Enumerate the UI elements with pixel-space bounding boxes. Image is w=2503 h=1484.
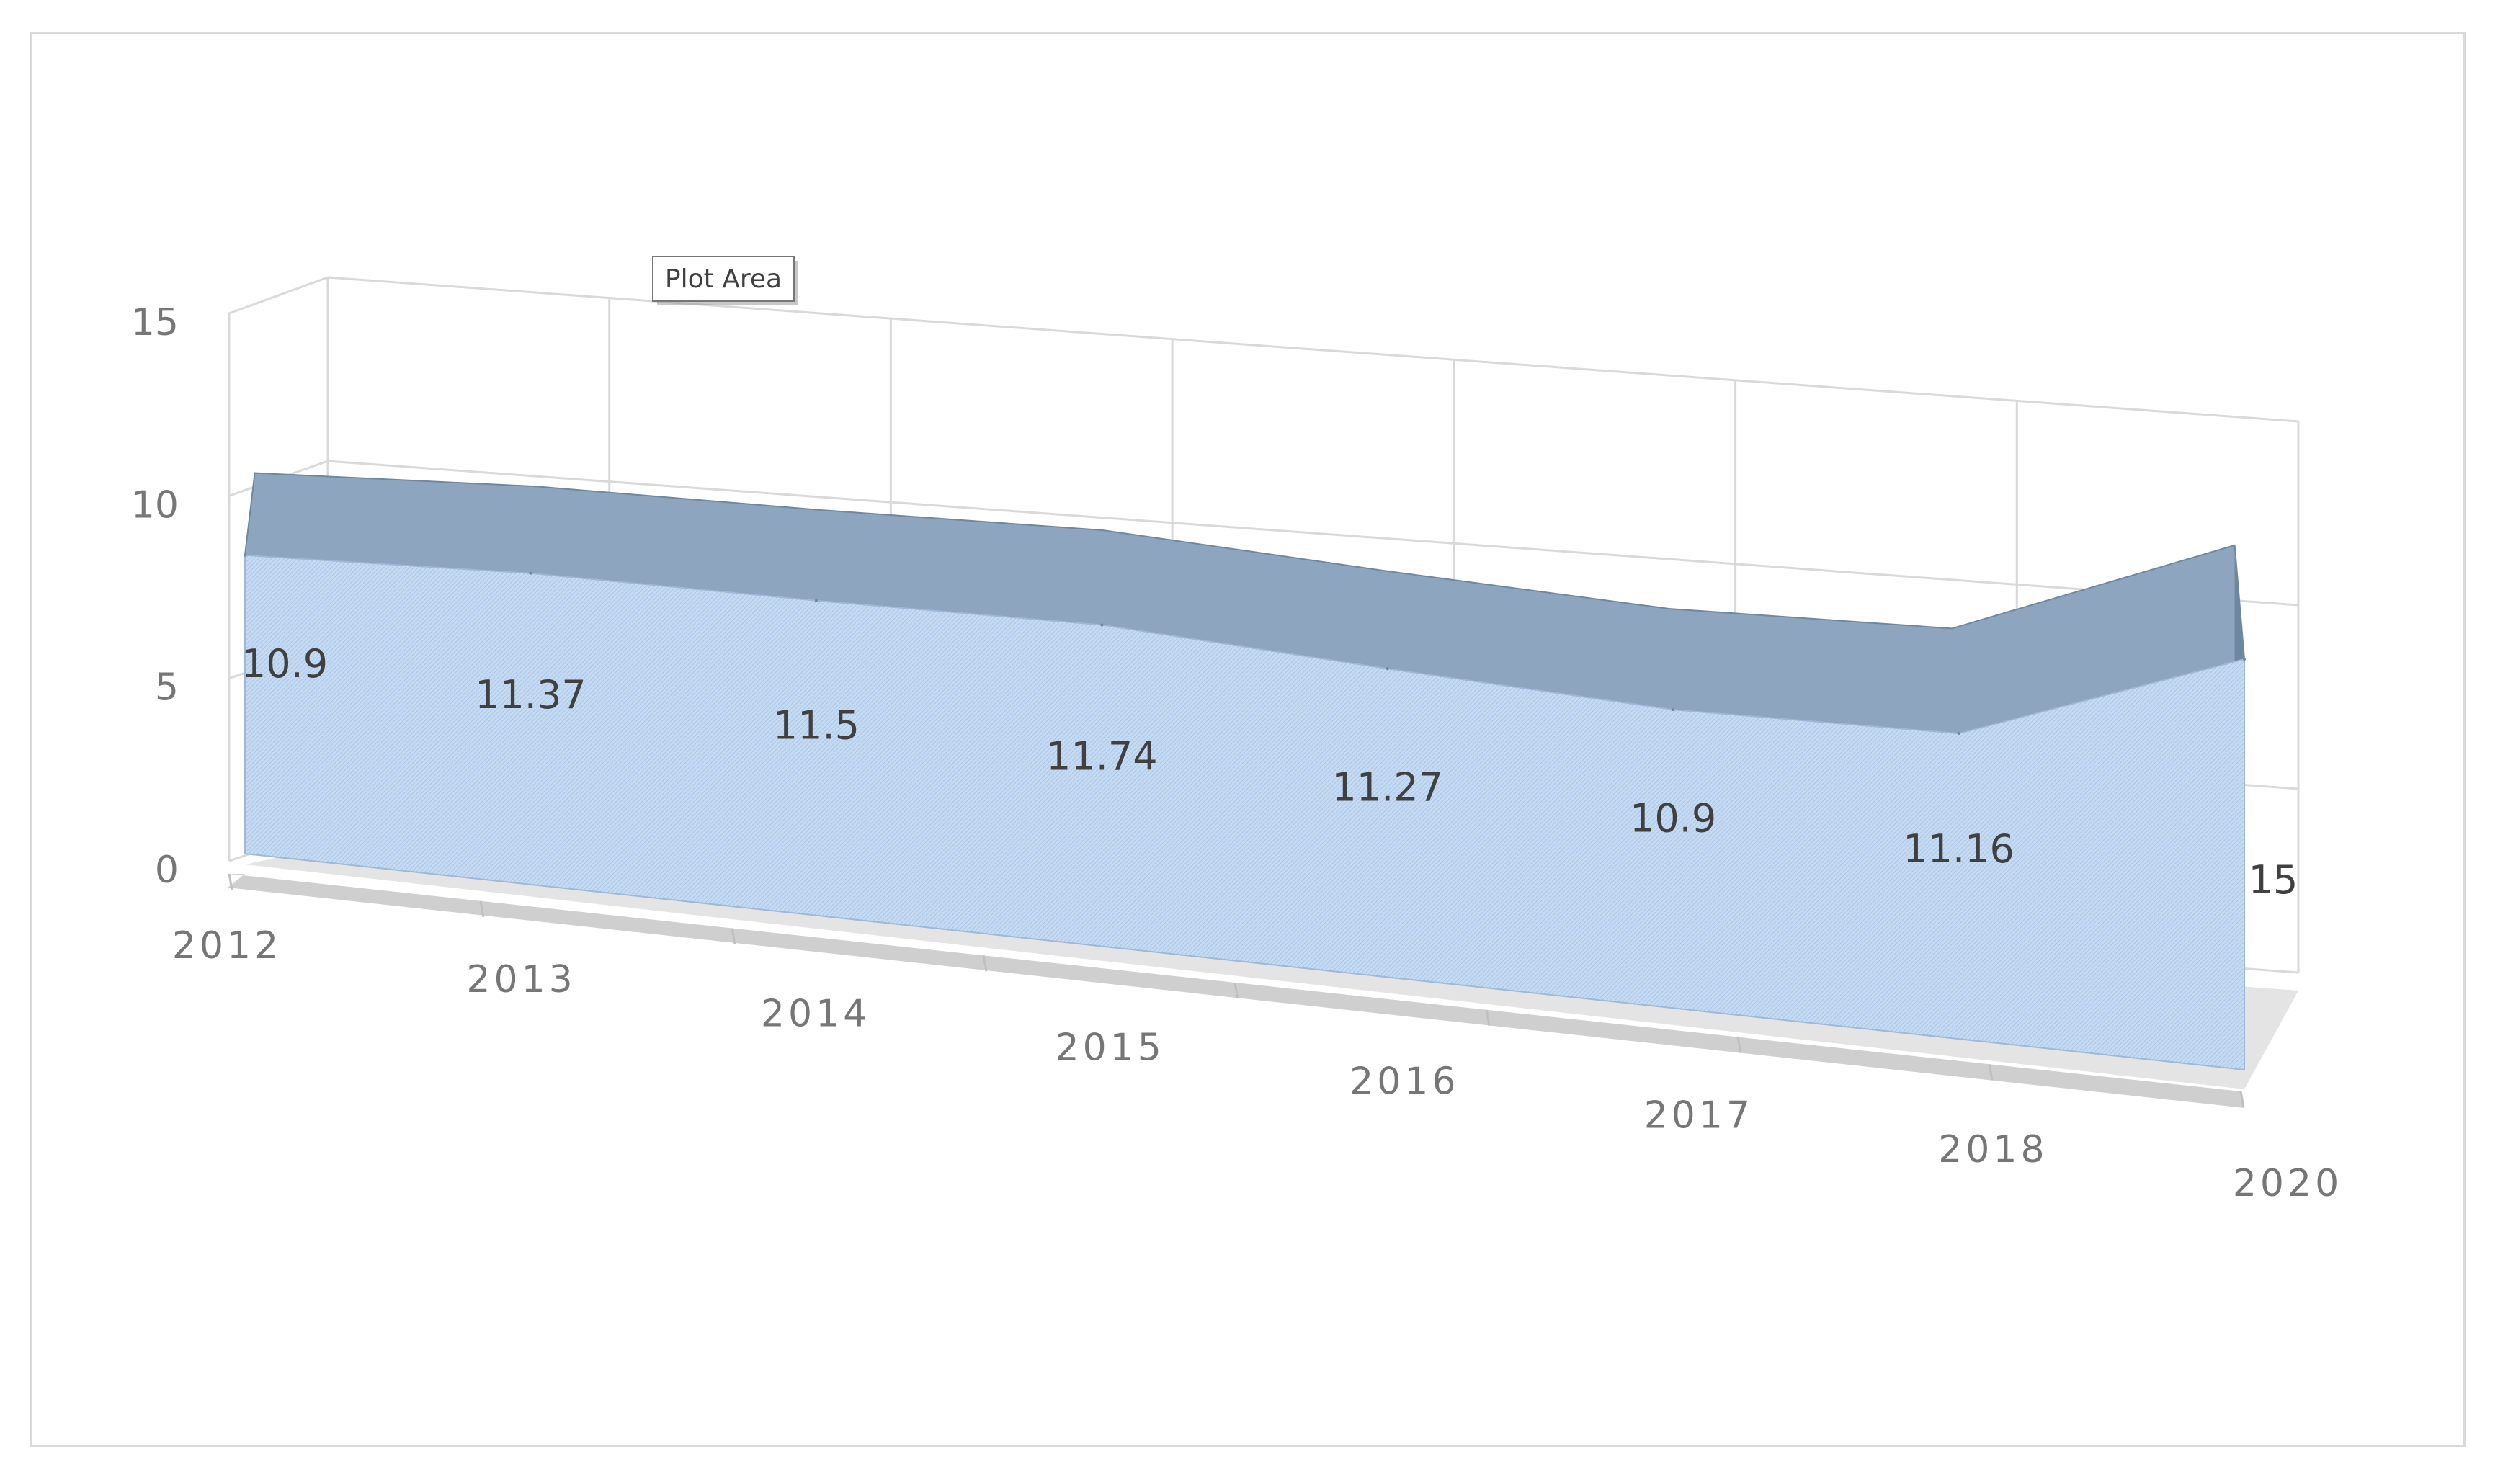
data-labels: 10.9 11.37 11.5 11.74 11.27 10.9 11.16 15 (241, 641, 2298, 903)
area-point-2012 (244, 553, 246, 557)
data-label: 10.9 (241, 641, 328, 687)
x-tick-label: 2016 (1349, 1060, 1459, 1104)
x-tick-label: 2012 (172, 924, 282, 967)
data-label: 11.37 (475, 672, 586, 718)
x-tick-mark (731, 928, 736, 944)
x-tick-label: 2018 (1938, 1128, 2048, 1171)
data-label: 15 (2249, 857, 2298, 903)
area-series[interactable] (244, 472, 2246, 1071)
x-tick-label: 2015 (1056, 1026, 1165, 1069)
x-tick-mark (479, 900, 485, 918)
area-point-2013 (529, 571, 532, 575)
tooltip-label: Plot Area (665, 264, 782, 294)
y-tick-label: 15 (131, 301, 179, 344)
x-tick-label: 2014 (761, 992, 870, 1035)
x-tick-mark (1233, 982, 1239, 999)
gridline-y-15 (228, 276, 2299, 423)
y-tick-label: 5 (155, 666, 179, 710)
area-point-2017 (1672, 708, 1675, 712)
x-tick-mark (1736, 1037, 1742, 1053)
y-tick-label: 10 (131, 483, 179, 527)
x-axis: 2012 2013 2014 2015 2016 2017 2018 2020 (172, 924, 2342, 1205)
data-label: 10.9 (1630, 795, 1716, 841)
plot-area-tooltip: Plot Area (652, 256, 798, 305)
data-label: 11.16 (1903, 826, 2015, 872)
area-point-2014 (814, 599, 818, 602)
y-axis: 0 5 10 15 (131, 301, 179, 892)
data-label: 11.5 (773, 703, 860, 748)
area-point-2016 (1386, 667, 1389, 671)
area-point-2020 (2243, 658, 2246, 661)
data-label: 11.27 (1331, 764, 1443, 810)
x-tick-mark (1485, 1009, 1491, 1027)
x-tick-label: 2017 (1644, 1094, 1754, 1137)
y-tick-label: 0 (155, 849, 179, 892)
x-tick-mark (982, 955, 988, 972)
area-point-2015 (1100, 623, 1104, 627)
area-point-2018 (1957, 732, 1960, 736)
x-tick-mark (2239, 1091, 2245, 1108)
x-tick-mark (1988, 1064, 1994, 1081)
x-tick-label: 2013 (466, 958, 576, 1001)
x-tick-mark (228, 873, 233, 890)
x-tick-label: 2020 (2233, 1162, 2342, 1205)
data-label: 11.74 (1046, 734, 1158, 779)
